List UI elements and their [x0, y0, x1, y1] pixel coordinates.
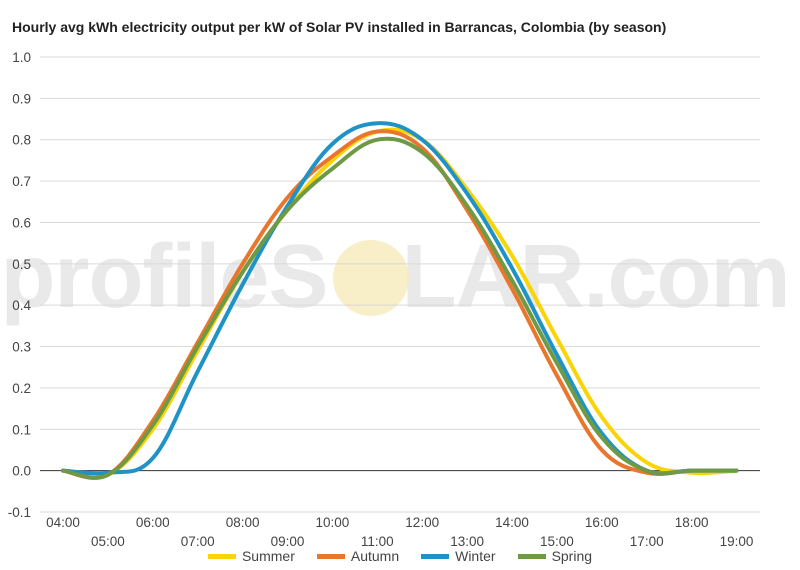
series-lines — [61, 121, 739, 481]
watermark: profileS LAR.com — [0, 227, 790, 327]
legend-label: Winter — [455, 548, 496, 564]
y-tick-label: 0.9 — [12, 91, 31, 106]
x-tick-label: 09:00 — [271, 534, 305, 549]
legend-item-winter: Winter — [421, 548, 496, 564]
y-tick-label: 0.7 — [12, 174, 31, 189]
y-tick-label: 0.0 — [12, 464, 31, 479]
y-axis: -0.1 0.0 0.1 0.2 0.3 0.4 0.5 0.6 0.7 0.8 0.9 1.0 — [8, 50, 32, 520]
x-axis: 04:00 05:00 06:00 07:00 08:00 09:00 10:00 11:00… — [46, 515, 753, 549]
legend-item-autumn: Autumn — [316, 548, 400, 564]
series-line-spring — [61, 136, 739, 480]
y-tick-label: 0.4 — [12, 298, 31, 313]
x-tick-label: 08:00 — [226, 515, 260, 530]
x-tick-label: 11:00 — [361, 534, 394, 549]
x-tick-label: 13:00 — [450, 534, 484, 549]
watermark-sun-logo — [333, 240, 409, 316]
legend-item-spring: Spring — [517, 548, 593, 564]
x-tick-label: 17:00 — [630, 534, 664, 549]
y-tick-label: 0.3 — [12, 340, 31, 355]
y-tick-label: 1.0 — [12, 50, 31, 65]
x-tick-label: 07:00 — [181, 534, 215, 549]
x-tick-label: 16:00 — [585, 515, 619, 530]
y-tick-label: 0.2 — [12, 381, 31, 396]
legend-label: Autumn — [350, 548, 400, 564]
grid-lines — [40, 56, 760, 513]
y-tick-label: 0.8 — [12, 133, 31, 148]
x-tick-label: 19:00 — [720, 534, 754, 549]
watermark-text-right: LAR.com — [402, 227, 790, 327]
legend-label: Spring — [551, 548, 593, 564]
y-tick-label: 0.1 — [12, 422, 31, 437]
legend-label: Summer — [241, 548, 295, 564]
y-tick-label: -0.1 — [8, 505, 31, 520]
x-tick-label: 04:00 — [46, 515, 80, 530]
x-tick-label: 18:00 — [675, 515, 709, 530]
watermark-text-left: profileS — [0, 227, 327, 327]
series-line-summer — [61, 127, 739, 480]
legend: Summer Autumn Winter Spring — [0, 548, 800, 564]
legend-item-summer: Summer — [207, 548, 295, 564]
x-tick-label: 14:00 — [495, 515, 529, 530]
x-tick-label: 12:00 — [405, 515, 439, 530]
y-tick-label: 0.6 — [12, 215, 31, 230]
legend-swatch — [316, 553, 345, 559]
x-tick-label: 15:00 — [540, 534, 574, 549]
x-tick-label: 06:00 — [136, 515, 170, 530]
legend-swatch — [207, 553, 236, 559]
legend-swatch — [421, 553, 450, 559]
x-tick-label: 05:00 — [91, 534, 125, 549]
series-line-winter — [61, 121, 739, 476]
legend-swatch — [517, 553, 546, 559]
chart-title: Hourly avg kWh electricity output per kW… — [12, 19, 667, 35]
x-tick-label: 10:00 — [316, 515, 350, 530]
y-tick-label: 0.5 — [12, 257, 31, 272]
